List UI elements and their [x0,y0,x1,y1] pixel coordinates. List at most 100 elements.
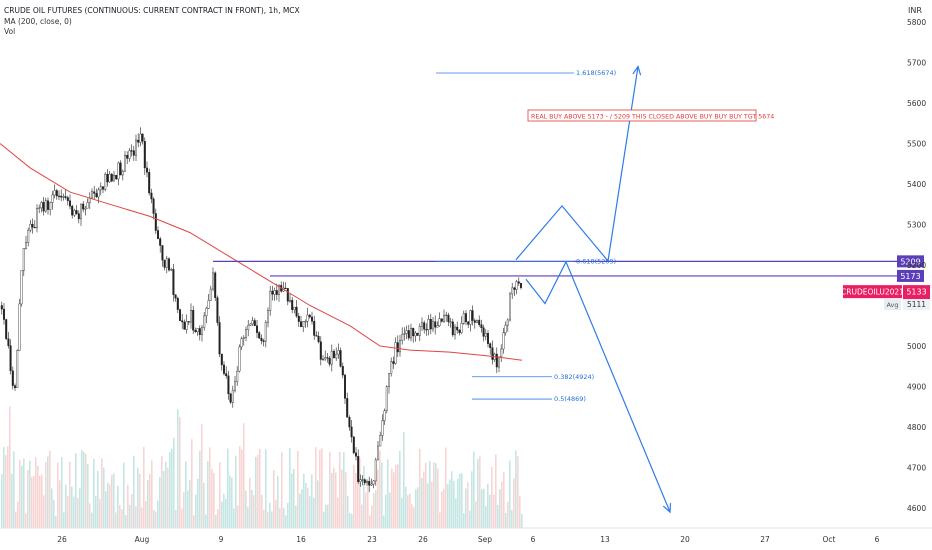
volume-bar [215,515,217,528]
candle-body [269,290,272,311]
volume-bar [251,489,253,528]
candle-body [20,270,23,305]
time-tick-label: 23 [367,535,377,544]
candle-body [240,338,243,348]
volume-bar [217,509,219,528]
volume-bar [57,462,59,528]
candle-body [469,310,472,325]
annotation-box[interactable]: REAL BUY ABOVE 5173 - / 5209 THIS CLOSED… [527,109,774,122]
candle-body [247,325,250,330]
ma-indicator-label[interactable]: MA (200, close, 0) [4,17,72,26]
candle-body [476,319,479,323]
candle-body [284,287,287,290]
volume-bar [497,504,499,528]
candle-body [225,373,228,377]
candle-body [66,197,69,201]
level-badge[interactable]: 5173 [897,269,924,282]
candle-body [302,321,305,328]
volume-bar [183,492,185,528]
price-badge-label[interactable]: 5133 [906,288,926,297]
candle-body [293,306,296,310]
level-badge[interactable]: 5209 [897,255,924,268]
candle-body [388,373,391,387]
volume-bar [127,484,129,528]
fib-levels[interactable]: 1.618(5674) 0.618(5209) 0.382(4924) 0.5(486… [436,69,616,403]
candle-body [132,150,135,156]
candle-body [451,321,454,336]
candle-body [256,325,259,333]
candle-body [196,328,199,333]
projection-up-arrow[interactable] [515,66,639,263]
volume-bar [355,473,357,528]
volume-bar [239,446,241,528]
candle-body [211,272,214,290]
candle-body [260,337,263,341]
volume-bar [243,423,245,528]
candle-body [16,350,19,388]
price-badges[interactable]: CRUDEOILU2021513310:20Avg5111 [841,285,930,311]
candle-body [60,195,63,198]
candle-body [203,315,206,328]
candle-body [134,139,137,156]
candle-body [73,210,76,216]
symbol-badge-label[interactable]: CRUDEOILU2021 [841,288,904,297]
candle-body [504,324,507,333]
volume-bar [441,491,443,528]
volume-bar [11,473,13,528]
volume-bar [281,452,283,528]
candle-body [13,385,16,388]
candle-body [262,340,265,342]
volume-bar [259,448,261,528]
volume-bar [39,475,41,528]
candle-body [289,299,292,302]
candle-body [170,269,173,271]
candle-body [454,326,457,336]
volume-bar [67,495,69,528]
candle-body [244,329,247,338]
candle-body [0,305,3,310]
volume-bar [337,497,339,528]
candle-body [456,326,459,331]
projection-down-arrow[interactable] [525,260,671,513]
projection-paths[interactable] [515,65,672,514]
volume-bar [189,480,191,528]
candle-body [335,353,338,359]
candle-body [152,198,155,214]
volume-bar [321,448,323,528]
time-tick-label: 27 [760,535,770,544]
candle-body [222,364,225,374]
price-axis[interactable]: 4600470048004900500051005200530054005500… [907,18,926,513]
candle-body [156,230,159,239]
candle-body [339,350,342,367]
volume-bar [493,494,495,528]
volume-bar [263,509,265,528]
volume-bar [433,462,435,528]
time-tick-label: 6 [531,535,536,544]
volume-bar [313,497,315,528]
candle-body [209,288,212,301]
candle-body [313,320,316,336]
candle-body [473,320,476,323]
volume-bar [121,509,123,528]
candle-body [511,287,514,295]
volume-bar [177,409,179,528]
volume-bar [331,472,333,528]
time-axis[interactable]: 26 Aug 9 16 23 26 Sep 6 13 20 27 Oct 6 [0,527,932,544]
volume-bar [397,464,399,528]
currency-label: INR [908,6,922,15]
price-tick-label: 5800 [907,18,926,27]
volume-indicator-label[interactable]: Vol [4,27,16,36]
candle-body [165,258,168,268]
volume-bar [505,512,507,528]
volume-bar [83,451,85,528]
volume-bar [43,495,45,528]
volume-bar [283,508,285,528]
volume-bar [299,493,301,528]
volume-bar [19,459,21,528]
candle-body [484,333,487,337]
candle-body [328,357,331,365]
volume-bar [499,489,501,528]
candle-body [401,333,404,341]
volume-bar [431,481,433,528]
